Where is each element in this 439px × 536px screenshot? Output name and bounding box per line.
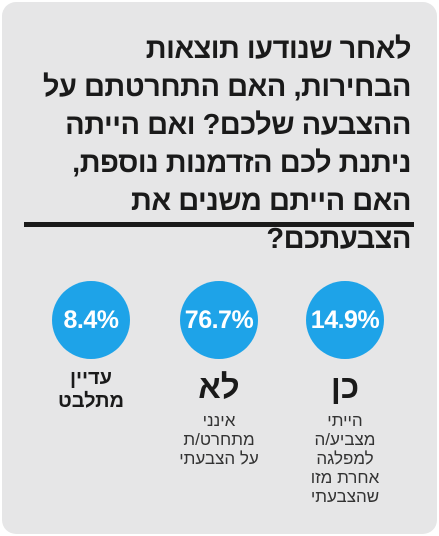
answer-label: כן — [330, 368, 360, 405]
percentage-label: 76.7% — [184, 306, 254, 334]
divider — [24, 222, 414, 227]
answer-undecided: 8.4% עדיין מתלבט — [41, 281, 141, 413]
percentage-circle: 8.4% — [52, 281, 130, 359]
percentage-label: 14.9% — [310, 306, 380, 334]
percentage-label: 8.4% — [63, 306, 119, 334]
answer-label: לא — [198, 368, 240, 405]
answer-description: אינני מתחרט/ת על הצבעתי — [179, 411, 259, 468]
survey-question: לאחר שנודעו תוצאות הבחירות, האם התחרטתם … — [42, 33, 412, 255]
answer-label: עדיין מתלבט — [57, 367, 125, 412]
percentage-circle: 76.7% — [180, 281, 258, 359]
answer-description: הייתי מצביע/ה למפלגה אחרת מזו שהצבעתי — [310, 411, 380, 506]
percentage-circle: 14.9% — [306, 281, 384, 359]
answer-no: 76.7% לא אינני מתחרט/ת על הצבעתי — [169, 281, 269, 468]
answer-yes: 14.9% כן הייתי מצביע/ה למפלגה אחרת מזו ש… — [295, 281, 395, 506]
